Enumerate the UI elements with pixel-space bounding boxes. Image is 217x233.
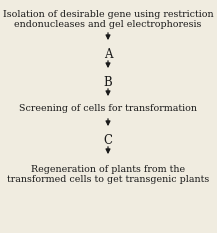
- Text: A: A: [104, 48, 112, 61]
- Text: B: B: [104, 76, 112, 89]
- Text: Isolation of desirable gene using restriction
endonucleases and gel electrophore: Isolation of desirable gene using restri…: [3, 10, 213, 29]
- Text: Regeneration of plants from the
transformed cells to get transgenic plants: Regeneration of plants from the transfor…: [7, 165, 209, 184]
- Text: Screening of cells for transformation: Screening of cells for transformation: [19, 104, 197, 113]
- Text: C: C: [104, 134, 112, 147]
